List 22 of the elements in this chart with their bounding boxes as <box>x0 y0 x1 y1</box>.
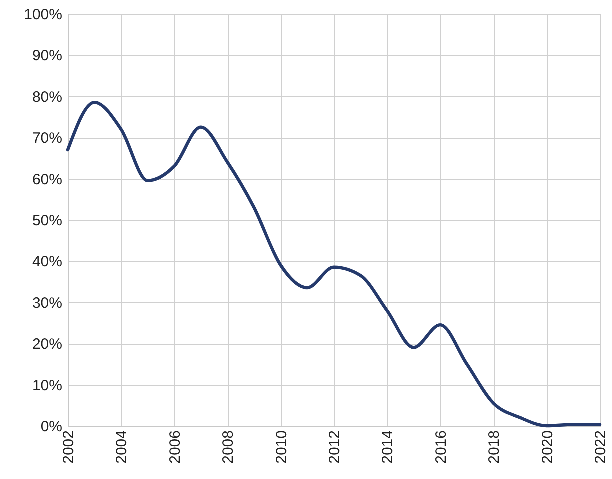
x-tick-label: 2006 <box>166 430 184 464</box>
x-tick-label: 2016 <box>432 430 450 464</box>
y-tick-label: 0% <box>40 418 62 436</box>
y-tick-label: 30% <box>32 294 62 312</box>
x-tick-label: 2018 <box>486 430 504 464</box>
x-tick-label: 2014 <box>380 430 397 464</box>
y-tick-label: 90% <box>32 48 62 65</box>
x-tick-label: 2002 <box>60 430 78 464</box>
y-tick-label: 80% <box>32 88 62 106</box>
x-tick-label: 2010 <box>273 430 290 464</box>
y-tick-label: 100% <box>24 6 62 24</box>
y-tick-label: 70% <box>32 130 62 148</box>
x-tick-label: 2022 <box>592 430 610 464</box>
y-tick-label: 40% <box>32 254 62 271</box>
y-tick-label: 60% <box>32 171 62 188</box>
y-tick-label: 10% <box>32 377 62 394</box>
y-tick-label: 50% <box>32 212 62 230</box>
x-tick-label: 2008 <box>220 430 238 464</box>
y-tick-label: 20% <box>32 336 62 354</box>
x-tick-label: 2020 <box>539 430 556 464</box>
x-tick-label: 2004 <box>114 430 131 464</box>
x-tick-label: 2012 <box>326 430 344 464</box>
